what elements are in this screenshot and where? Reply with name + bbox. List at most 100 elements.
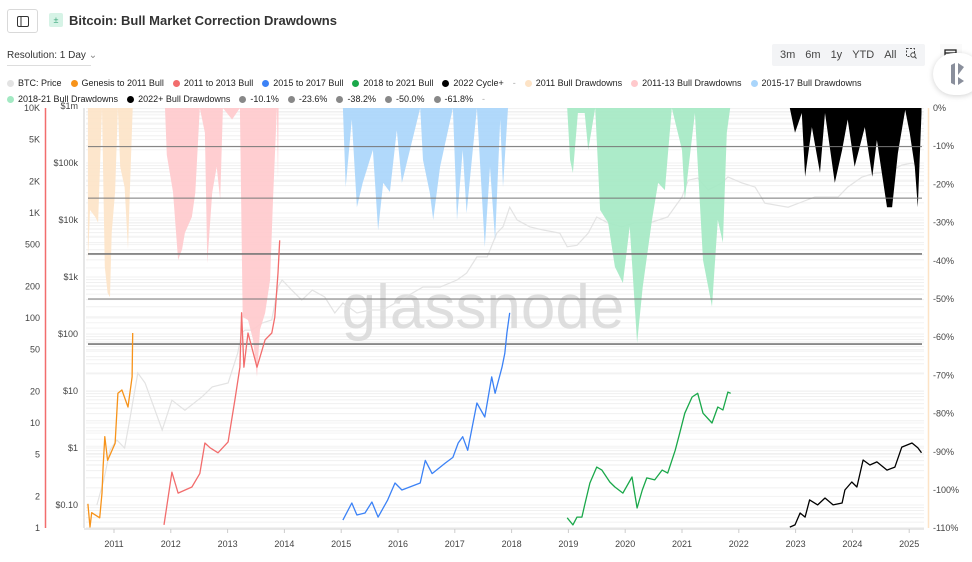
range-3m-button[interactable]: 3m [780,49,796,61]
multiple-tick-label: 5 [35,450,40,460]
legend-label: - [512,78,516,88]
legend-item[interactable]: 2011-13 Bull Drawdowns [631,78,742,88]
multiple-tick-label: 100 [25,313,40,323]
drawdown-area-dd2011_13 [165,108,279,377]
sidebar-icon [16,15,29,27]
legend-label: 2022+ Bull Drawdowns [138,94,231,104]
x-tick-label: 2020 [615,539,635,549]
legend-dot-icon [750,79,758,87]
x-tick-label: 2017 [445,539,465,549]
price-tick-label: $1 [68,443,78,453]
legend-label: 2011 to 2013 Bull [183,78,254,88]
drawdown-tick-label: 0% [933,103,946,113]
legend-label: - [482,94,486,104]
drawdown-tick-label: -20% [933,179,954,189]
legend-dot-icon [352,79,360,87]
legend-item[interactable]: BTC: Price [7,78,62,88]
resolution-dropdown[interactable]: Resolution: 1 Day ⌄ [7,50,97,66]
legend-item[interactable]: -61.8% [433,94,473,104]
legend-dot-icon [433,95,441,103]
price-tick-label: $100 [58,329,78,339]
legend-dot-icon [7,79,14,87]
legend-dot-icon [631,79,639,87]
legend-item[interactable]: 2018 to 2021 Bull [352,78,433,88]
legend-label: 2022 Cycle+ [453,78,504,88]
time-range-selector: 3m 6m 1y YTD All [772,44,926,66]
range-6m-button[interactable]: 6m [805,49,821,61]
resolution-label: Resolution: 1 Day [7,50,86,61]
drawdown-tick-label: -10% [933,141,954,151]
legend-label: Genesis to 2011 Bull [81,78,164,88]
x-tick-label: 2025 [899,539,919,549]
glassnode-logo-button[interactable] [933,53,972,95]
x-tick-label: 2023 [786,539,806,549]
legend-dot-icon [384,95,392,103]
metric-icon: ± [49,13,63,27]
legend-dot-icon [239,95,247,103]
chevron-down-icon: ⌄ [88,50,98,61]
legend-item[interactable]: - [482,94,485,104]
legend-item[interactable]: 2011 to 2013 Bull [172,78,254,88]
legend-label: 2015 to 2017 Bull [273,78,344,88]
range-1y-button[interactable]: 1y [830,49,843,61]
legend-item[interactable]: 2022+ Bull Drawdowns [127,94,230,104]
multiple-tick-label: 20 [30,386,40,396]
legend-item[interactable]: 2022 Cycle+ [442,78,504,88]
x-tick-label: 2019 [558,539,578,549]
x-tick-label: 2014 [274,539,294,549]
multiple-tick-label: 200 [25,281,40,291]
legend-item[interactable]: 2018-21 Bull Drawdowns [7,94,118,104]
legend-item[interactable]: 2015-17 Bull Drawdowns [750,78,862,88]
price-tick-label: $10k [58,215,78,225]
legend-dot-icon [70,79,78,87]
zoom-select-button[interactable] [901,48,922,62]
legend-dot-icon [7,95,14,103]
drawdown-tick-label: -50% [933,294,954,304]
drawdown-tick-label: -80% [933,409,954,419]
page-title: Bitcoin: Bull Market Correction Drawdown… [69,13,337,28]
multiple-tick-label: 500 [25,240,40,250]
x-tick-label: 2013 [218,539,238,549]
multiple-tick-label: 1K [29,208,40,218]
legend-item[interactable]: -10.1% [239,94,279,104]
x-tick-label: 2021 [672,539,692,549]
drawdown-tick-label: -100% [933,485,959,495]
drawdown-area-dd2018_21 [567,108,731,343]
legend-item[interactable]: 2015 to 2017 Bull [262,78,343,88]
legend-label: -23.6% [298,94,328,104]
drawdown-tick-label: -110% [933,523,958,533]
legend-item[interactable]: - [513,78,516,88]
cycle-line-c2022 [789,442,923,528]
range-all-button[interactable]: All [884,49,897,61]
multiple-tick-label: 10 [30,418,40,428]
x-tick-label: 2011 [104,539,123,549]
x-tick-label: 2012 [161,539,181,549]
multiple-tick-label: 5K [29,135,40,145]
legend-dot-icon [442,79,450,87]
legend-label: 2011 Bull Drawdowns [535,78,623,88]
legend-item[interactable]: 2011 Bull Drawdowns [524,78,623,88]
watermark: glassnode [342,273,625,342]
legend-item[interactable]: Genesis to 2011 Bull [70,78,164,88]
drawdown-tick-label: -70% [933,370,954,380]
sidebar-toggle-button[interactable] [7,9,38,33]
range-ytd-button[interactable]: YTD [852,49,875,61]
cycle-line-c2018_2021 [566,391,731,526]
cycle-line-c2011_2013 [163,240,281,525]
legend-label: -38.2% [347,94,376,104]
legend-item[interactable]: -50.0% [384,94,425,104]
legend-item[interactable]: -38.2% [336,94,376,104]
x-tick-label: 2022 [729,539,749,549]
legend-dot-icon [336,95,344,103]
x-tick-label: 2015 [331,539,351,549]
legend-item[interactable]: -23.6% [287,94,328,104]
price-tick-label: $1k [63,272,78,282]
legend-row-2: 2018-21 Bull Drawdowns 2022+ Bull Drawdow… [7,94,494,104]
legend-label: BTC: Price [18,78,62,88]
x-tick-label: 2016 [388,539,408,549]
drawdown-area-dd2022 [789,108,922,208]
cycle-line-c2015_2017 [342,312,511,521]
drawdown-area-dd2011 [87,108,133,298]
multiple-tick-label: 10K [24,103,40,113]
legend-dot-icon [287,95,295,103]
